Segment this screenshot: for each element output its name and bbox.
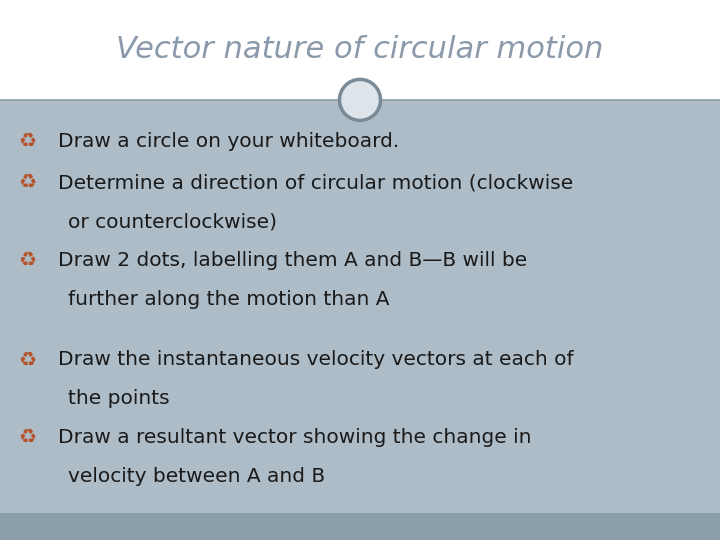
Bar: [0, 513, 720, 540]
Text: Draw the instantaneous velocity vectors at each of: Draw the instantaneous velocity vectors …: [58, 350, 573, 369]
Text: Determine a direction of circular motion (clockwise: Determine a direction of circular motion…: [58, 173, 573, 192]
Text: ♻: ♻: [18, 350, 36, 369]
Text: Draw a resultant vector showing the change in: Draw a resultant vector showing the chan…: [58, 428, 531, 447]
Ellipse shape: [340, 79, 380, 120]
Text: ♻: ♻: [18, 173, 36, 192]
Bar: [0, 0, 720, 100]
Text: Draw 2 dots, labelling them A and B—B will be: Draw 2 dots, labelling them A and B—B wi…: [58, 251, 527, 270]
Text: Vector nature of circular motion: Vector nature of circular motion: [117, 36, 603, 64]
Text: ♻: ♻: [18, 132, 36, 151]
Text: ♻: ♻: [18, 428, 36, 447]
Text: velocity between A and B: velocity between A and B: [68, 467, 325, 486]
Text: the points: the points: [68, 389, 170, 408]
Text: Draw a circle on your whiteboard.: Draw a circle on your whiteboard.: [58, 132, 399, 151]
Text: further along the motion than A: further along the motion than A: [68, 290, 390, 309]
Text: ♻: ♻: [18, 251, 36, 270]
Text: or counterclockwise): or counterclockwise): [68, 212, 277, 231]
